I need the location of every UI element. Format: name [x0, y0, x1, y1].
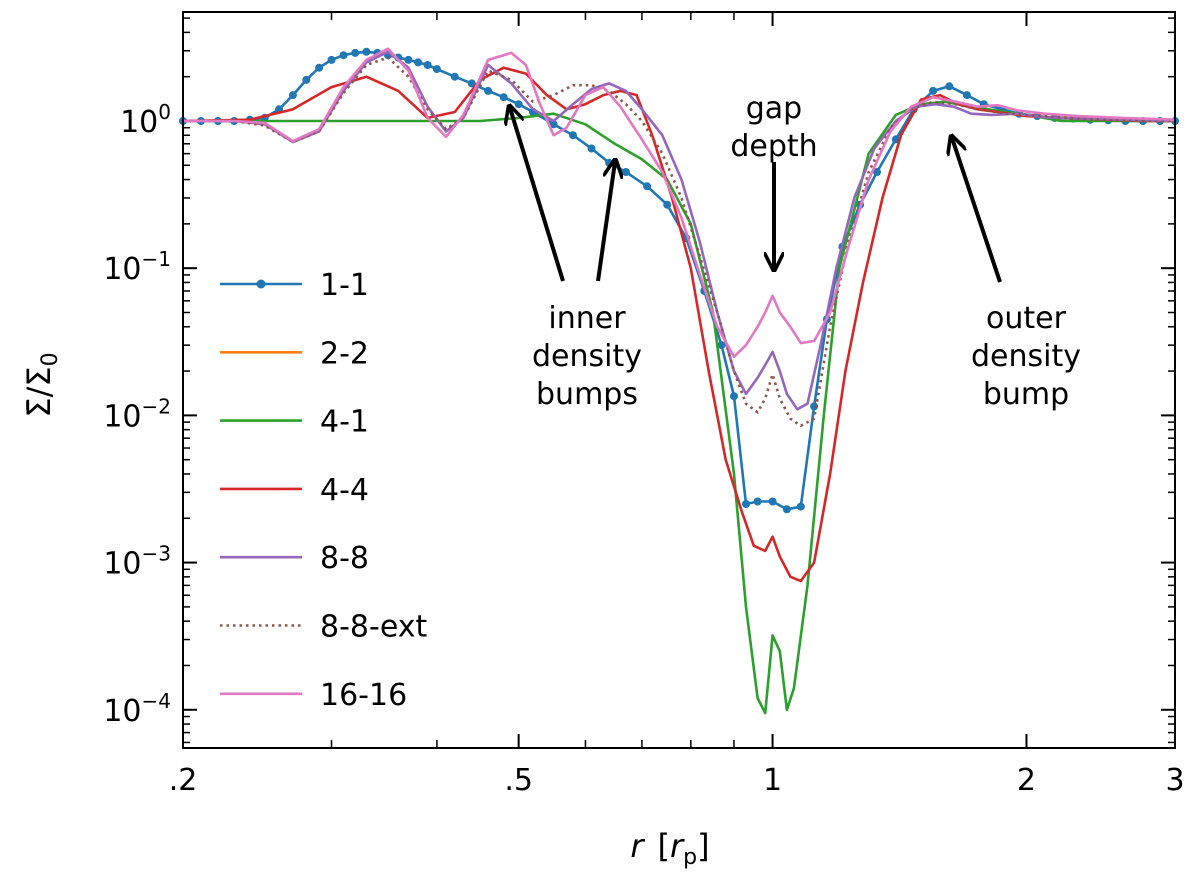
legend-label-16-16: 16-16 — [320, 678, 407, 713]
legend-label-4-1: 4-1 — [320, 405, 369, 440]
x-tick-label: 3 — [1165, 763, 1184, 798]
series-point-1-1 — [742, 500, 750, 508]
x-tick-label: 2 — [1017, 763, 1036, 798]
series-point-1-1 — [302, 75, 311, 84]
series-point-1-1 — [782, 505, 791, 514]
x-tick-label: .5 — [504, 763, 533, 798]
series-point-1-1 — [717, 341, 726, 350]
series-point-1-1 — [873, 168, 881, 176]
legend-label-4-4: 4-4 — [320, 473, 369, 508]
series-point-1-1 — [450, 72, 459, 81]
annotation-gap: gap depth — [730, 91, 817, 164]
series-point-1-1 — [796, 502, 805, 511]
y-tick-label: 10−3 — [103, 542, 171, 582]
series-point-1-1 — [327, 55, 336, 64]
series-point-1-1 — [891, 135, 900, 144]
series-point-1-1 — [810, 402, 819, 411]
y-tick-label: 10−2 — [103, 394, 171, 434]
x-tick-label: .2 — [169, 763, 198, 798]
series-point-1-1 — [621, 168, 630, 176]
x-tick-label: 1 — [763, 763, 782, 798]
series-point-1-1 — [569, 131, 577, 140]
series-point-1-1 — [339, 51, 348, 60]
series-point-1-1 — [768, 497, 777, 506]
series-line-8-8-ext — [183, 56, 1176, 428]
series-point-1-1 — [404, 55, 413, 64]
legend-marker-1-1 — [256, 279, 266, 289]
series-point-1-1 — [362, 47, 371, 56]
series-line-8-8 — [183, 50, 1176, 411]
series-point-1-1 — [663, 200, 672, 209]
legend-label-8-8-ext: 8-8-ext — [320, 610, 428, 645]
series-point-1-1 — [351, 48, 360, 57]
legend-label-8-8: 8-8 — [320, 541, 369, 576]
series-point-1-1 — [514, 100, 523, 109]
series-point-1-1 — [929, 86, 938, 95]
series-point-1-1 — [499, 93, 508, 102]
y-tick-label: 10−1 — [103, 247, 171, 287]
series-layer — [179, 47, 1179, 715]
legend-label-2-2: 2-2 — [320, 336, 369, 371]
y-tick-label: 100 — [120, 100, 171, 140]
y-tick-label: 10−4 — [103, 689, 171, 729]
series-point-1-1 — [587, 144, 596, 153]
arrow-outer-bump — [952, 138, 1002, 283]
annotation-layer: inner density bumps gap depth outer density bum… — [510, 91, 1081, 412]
legend-label-1-1: 1-1 — [320, 268, 369, 303]
series-point-1-1 — [288, 91, 297, 100]
annotation-inner: inner density bumps — [532, 301, 642, 412]
series-point-1-1 — [753, 497, 762, 506]
series-point-1-1 — [605, 158, 614, 167]
series-point-1-1 — [643, 182, 652, 191]
plot-frame — [182, 11, 1176, 749]
series-line-16-16 — [183, 47, 1176, 359]
arrow-inner-bump-1 — [510, 108, 565, 282]
series-point-1-1 — [945, 82, 954, 91]
legend: 1-1 2-2 4-1 4-4 8-8 8-8-ext 16-16 — [220, 268, 428, 713]
annotation-outer: outer density bump — [971, 301, 1081, 412]
arrow-inner-bump-2 — [596, 162, 615, 282]
x-axis-title: r [rp] — [630, 827, 709, 870]
series-point-1-1 — [484, 86, 493, 95]
y-axis-title: Σ̄/Σ0 — [20, 352, 63, 417]
series-point-1-1 — [467, 79, 476, 88]
series-point-1-1 — [962, 91, 971, 100]
series-point-1-1 — [730, 392, 738, 401]
series-point-1-1 — [432, 65, 441, 74]
series-point-1-1 — [549, 120, 558, 129]
series-point-1-1 — [414, 58, 423, 67]
series-point-1-1 — [315, 63, 324, 72]
series-point-1-1 — [423, 61, 432, 69]
